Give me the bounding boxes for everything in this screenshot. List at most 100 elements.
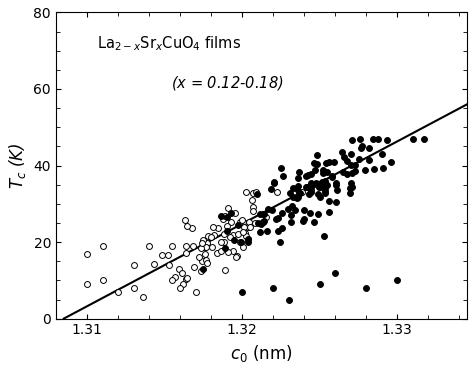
Point: [178, 270, 185, 276]
Point: [237, 239, 245, 244]
Point: [259, 219, 266, 225]
Point: [221, 245, 229, 251]
Point: [256, 211, 264, 217]
Point: [246, 224, 254, 230]
Point: [319, 167, 327, 173]
Point: [169, 278, 176, 283]
Point: [231, 210, 239, 216]
Point: [244, 239, 252, 245]
Point: [308, 184, 315, 190]
Point: [306, 210, 314, 216]
Point: [203, 260, 210, 266]
Point: [287, 212, 295, 218]
Point: [268, 207, 275, 213]
Point: [279, 173, 286, 179]
Point: [83, 250, 91, 256]
Point: [249, 208, 257, 214]
Point: [264, 206, 272, 212]
Point: [273, 189, 281, 195]
Point: [347, 151, 355, 157]
Point: [319, 179, 326, 185]
Point: [343, 158, 351, 164]
Point: [320, 233, 328, 239]
Point: [311, 167, 319, 173]
Point: [229, 249, 237, 255]
Point: [295, 170, 302, 175]
Point: [260, 218, 268, 224]
Point: [236, 219, 244, 225]
Point: [358, 143, 365, 149]
Point: [363, 285, 370, 291]
Point: [244, 224, 252, 230]
Point: [182, 250, 190, 256]
Point: [114, 289, 122, 295]
Point: [276, 239, 283, 245]
Point: [270, 179, 277, 185]
Point: [312, 180, 320, 186]
Point: [387, 160, 394, 165]
Point: [315, 191, 322, 197]
Point: [324, 170, 331, 175]
Point: [221, 213, 229, 219]
Point: [296, 190, 303, 196]
Point: [150, 261, 157, 267]
Point: [249, 204, 257, 210]
Point: [379, 165, 387, 171]
Point: [314, 211, 322, 217]
Point: [139, 294, 147, 300]
Point: [325, 198, 333, 204]
Point: [325, 209, 332, 215]
Point: [330, 159, 337, 165]
Point: [230, 237, 238, 243]
Point: [182, 243, 190, 249]
Point: [340, 154, 347, 160]
Point: [228, 210, 235, 216]
Point: [383, 138, 391, 144]
Point: [224, 223, 231, 229]
Point: [253, 191, 261, 197]
Point: [302, 184, 310, 190]
Point: [307, 187, 315, 193]
Point: [321, 186, 329, 191]
Point: [220, 239, 228, 244]
Point: [176, 285, 184, 291]
Point: [289, 185, 297, 191]
Point: [332, 183, 339, 188]
Point: [209, 224, 217, 230]
Point: [239, 244, 247, 250]
Point: [295, 194, 302, 200]
Point: [221, 267, 229, 273]
Point: [130, 262, 137, 268]
Point: [332, 199, 340, 205]
Point: [420, 136, 428, 142]
Point: [284, 206, 292, 212]
Point: [208, 243, 216, 249]
Point: [347, 180, 355, 186]
Point: [245, 219, 253, 225]
Point: [245, 236, 252, 242]
Point: [333, 187, 340, 193]
Point: [189, 225, 196, 231]
Point: [226, 234, 234, 240]
Point: [165, 262, 173, 268]
Point: [214, 225, 222, 231]
Point: [263, 228, 271, 234]
Point: [229, 232, 237, 237]
Point: [239, 229, 247, 235]
Point: [180, 281, 187, 287]
Point: [393, 278, 401, 283]
Point: [378, 151, 386, 157]
Point: [203, 244, 210, 250]
Point: [204, 233, 212, 239]
Point: [316, 194, 324, 200]
Point: [199, 240, 206, 246]
Point: [298, 189, 306, 195]
Point: [310, 181, 318, 187]
Point: [190, 264, 198, 270]
Point: [293, 194, 301, 200]
Point: [277, 165, 285, 171]
Point: [236, 239, 243, 244]
Point: [249, 190, 256, 196]
Point: [331, 270, 339, 276]
Point: [189, 243, 197, 249]
